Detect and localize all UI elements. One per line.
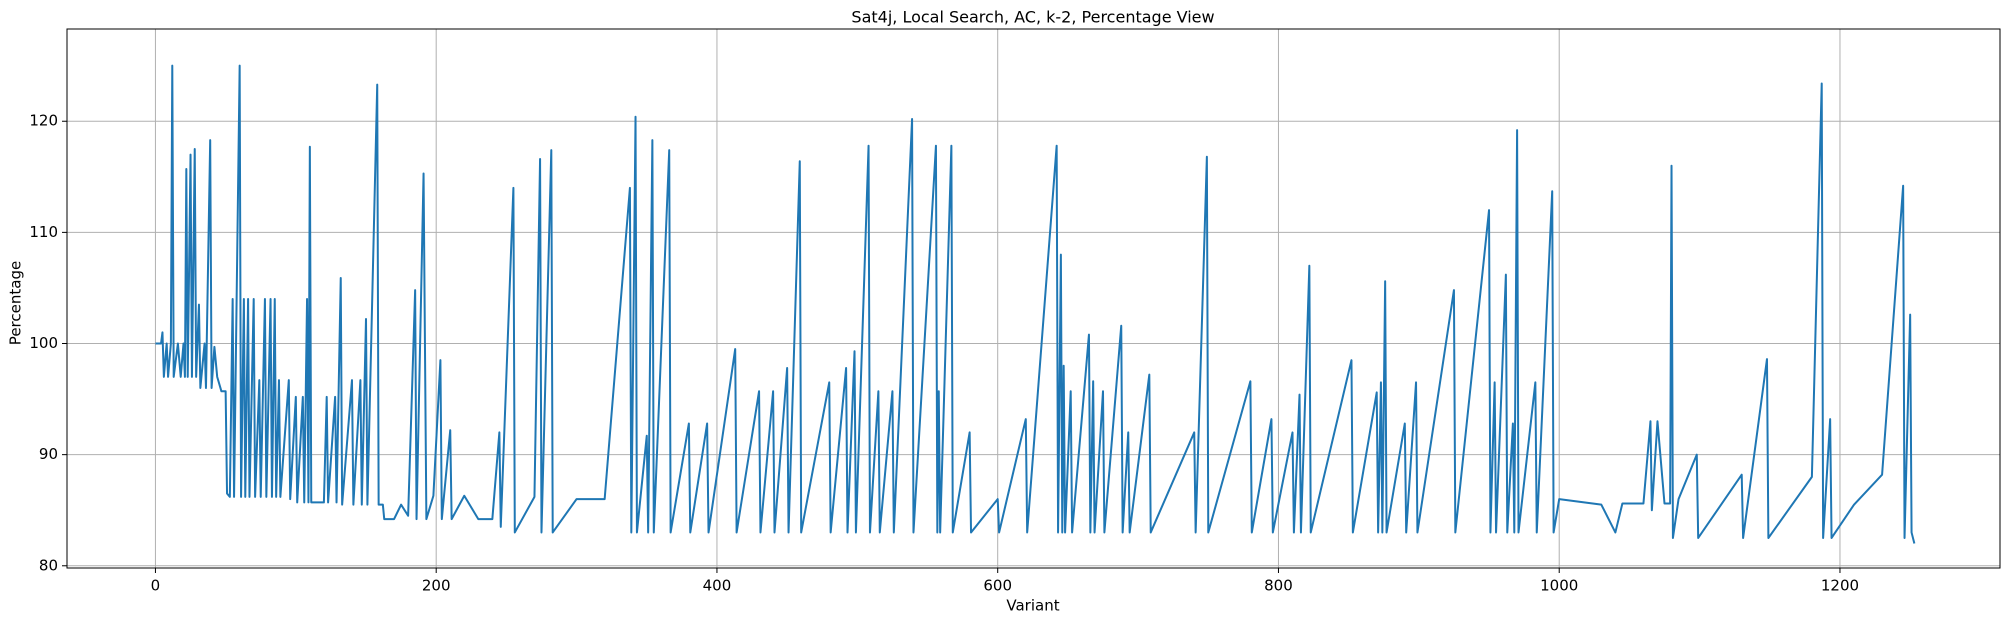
- x-tick-label: 400: [703, 577, 732, 595]
- x-tick-label: 600: [983, 577, 1012, 595]
- y-tick-label: 90: [39, 445, 58, 463]
- y-tick-label: 100: [29, 334, 58, 352]
- y-tick-label: 80: [39, 556, 58, 574]
- chart-title: Sat4j, Local Search, AC, k-2, Percentage…: [851, 8, 1214, 27]
- x-axis-label: Variant: [1006, 597, 1059, 615]
- y-tick-label: 120: [29, 112, 58, 130]
- x-tick-label: 1200: [1821, 577, 1859, 595]
- x-tick-label: 800: [1264, 577, 1293, 595]
- data-line: [155, 64, 1916, 544]
- x-tick-label: 0: [151, 577, 161, 595]
- x-tick-label: 1000: [1540, 577, 1578, 595]
- plot-frame: [66, 28, 2001, 569]
- y-tick-label: 110: [29, 223, 58, 241]
- x-tick-label: 200: [422, 577, 451, 595]
- y-axis-label: Percentage: [7, 261, 25, 345]
